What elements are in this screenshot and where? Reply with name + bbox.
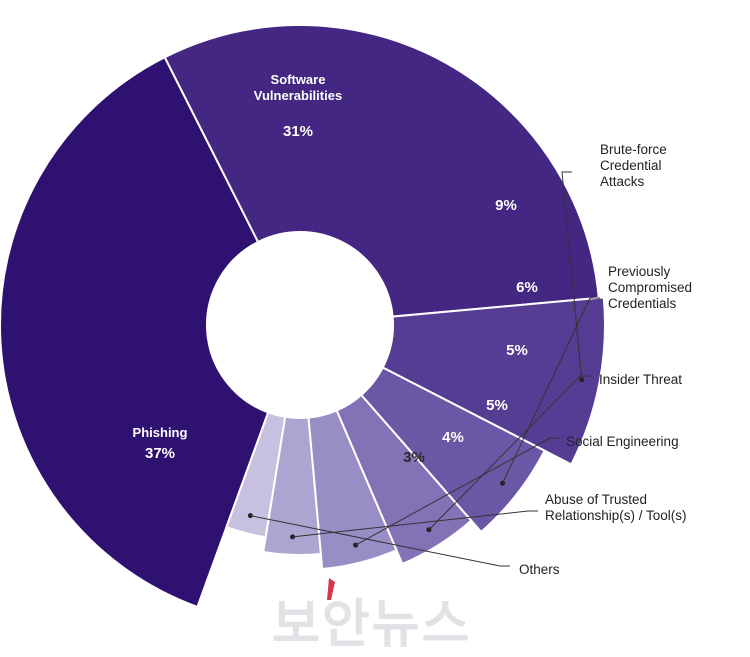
- category-label-social-engineering: Social Engineering: [566, 434, 679, 449]
- category-label-previously-compromised-credentials: Previously Compromised Credentials: [608, 264, 692, 311]
- value-label-previously-compromised-credentials: 6%: [516, 279, 538, 296]
- category-label-abuse-of-trusted-relationship-s-tool-s: Abuse of Trusted Relationship(s) / Tool(s…: [545, 492, 687, 523]
- value-label-brute-force-credential-attacks: 9%: [495, 197, 517, 214]
- slice-software-vulnerabilities: [163, 24, 600, 318]
- leader-line-insider-threat: [428, 375, 590, 531]
- leader-line-brute-force-credential-attacks: [561, 171, 583, 380]
- value-label-social-engineering: 5%: [486, 397, 508, 414]
- slice-others: [225, 411, 287, 539]
- leader-line-abuse-of-trusted-relationship-s-tool-s: [292, 510, 538, 538]
- watermark-accent-mark: [327, 578, 335, 600]
- value-label-insider-threat: 5%: [506, 342, 528, 359]
- category-label-phishing: Phishing: [133, 425, 188, 440]
- slice-previously-compromised-credentials: [359, 366, 546, 534]
- category-label-brute-force-credential-attacks: Brute-force Credential Attacks: [600, 142, 667, 189]
- chart-labels: 37% Phishing 31% Software Vulnerabilities 9% B…: [133, 72, 692, 577]
- value-label-phishing: 37%: [145, 445, 175, 462]
- chart-slices: [0, 24, 606, 609]
- watermark-logo: 보안뉴스: [272, 595, 472, 655]
- slice-brute-force-credential-attacks: [381, 296, 606, 466]
- leader-line-others: [250, 515, 510, 567]
- leader-line-previously-compromised-credentials: [502, 297, 600, 484]
- value-label-abuse-of-trusted-relationship-s-tool-s: 4%: [442, 429, 464, 446]
- category-label-software-vulnerabilities: Software Vulnerabilities: [254, 72, 342, 103]
- value-label-others: 3%: [403, 449, 425, 466]
- slice-phishing: [0, 55, 270, 609]
- slice-social-engineering: [307, 409, 398, 571]
- slice-insider-threat: [335, 393, 473, 566]
- category-label-insider-threat: Insider Threat: [599, 372, 682, 387]
- leader-line-social-engineering: [355, 437, 560, 546]
- category-label-others: Others: [519, 562, 560, 577]
- value-label-software-vulnerabilities: 31%: [283, 123, 313, 140]
- chart-leader-lines: [247, 171, 600, 567]
